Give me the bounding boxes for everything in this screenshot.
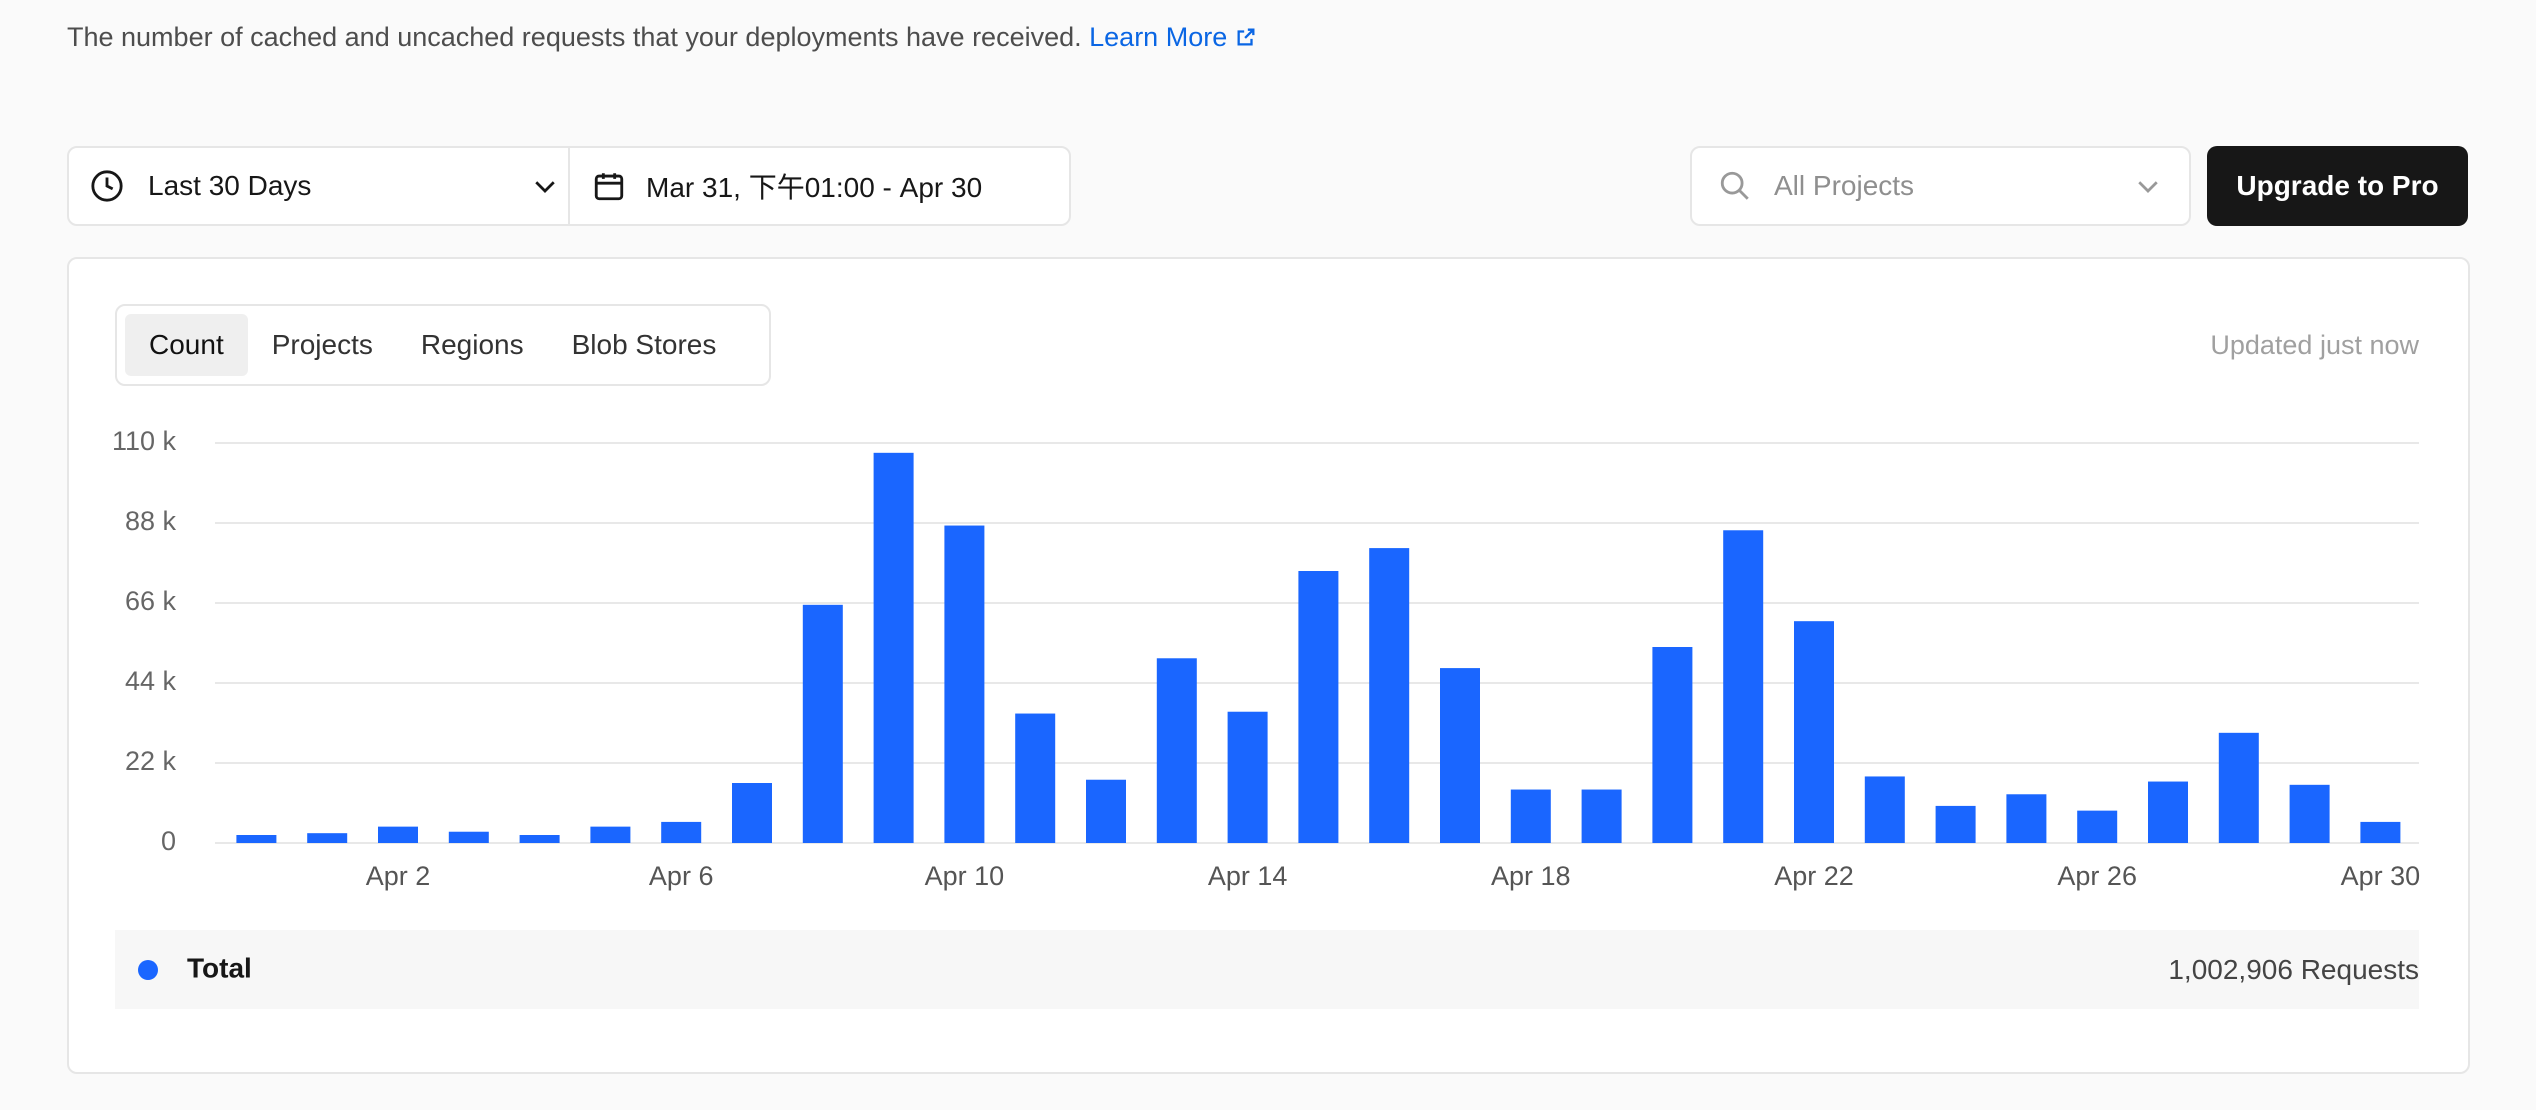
y-tick-label: 22 k [125,746,177,776]
x-tick-label: Apr 22 [1774,861,1854,891]
x-tick-label: Apr 14 [1208,861,1288,891]
bar [1935,805,1976,843]
y-tick-label: 66 k [125,586,177,616]
range-select[interactable]: Last 30 Days [90,146,560,226]
bar [1794,621,1834,843]
calendar-icon [594,173,624,201]
bar [448,831,489,843]
bar [661,821,702,843]
divider [568,146,570,226]
x-tick-label: Apr 30 [2341,861,2421,891]
description: The number of cached and uncached reques… [67,22,1257,53]
bar [1298,571,1339,843]
bar [1227,711,1268,843]
range-label: Last 30 Days [148,170,312,201]
bar [236,835,277,843]
clock-icon [91,170,123,202]
project-search[interactable]: All Projects [1690,146,2191,226]
learn-more-text: Learn More [1089,22,1228,52]
bar [519,835,560,843]
x-tick-label: Apr 2 [366,861,431,891]
tab[interactable]: Count [125,314,248,376]
tab-bar: Count Projects Regions Blob Stores [115,304,771,386]
bar [2148,781,2188,843]
search-icon [1720,171,1749,200]
upgrade-button[interactable]: Upgrade to Pro [2207,146,2468,226]
bar [2006,794,2047,843]
x-tick-label: Apr 6 [649,861,714,891]
bar [1369,548,1410,843]
bar [944,525,985,843]
bar [2360,821,2401,843]
y-tick-label: 44 k [125,666,177,696]
date-range[interactable]: Mar 31, 下午01:00 - Apr 30 [592,146,982,226]
chevron-icon [2138,181,2158,193]
bar [732,783,772,843]
bar [1156,658,1197,843]
bar [2289,784,2330,843]
bar [307,833,348,843]
bar [1723,530,1764,843]
project-placeholder: All Projects [1774,170,1915,201]
legend-swatch [138,960,158,980]
bar [1015,713,1056,843]
bar [1581,789,1622,843]
bar [2218,732,2259,843]
bar [1510,789,1551,843]
tab[interactable]: Projects [271,329,373,360]
bar [1086,779,1126,843]
tab[interactable]: Regions [420,329,524,360]
y-tick-label: 110 k [112,426,177,456]
legend-label: Total [187,952,252,983]
x-tick-label: Apr 10 [925,861,1005,891]
description-text: The number of cached and uncached reques… [67,22,1082,52]
learn-more-link[interactable]: Learn More [1089,22,1257,52]
bar [802,604,843,843]
bar [590,826,631,843]
legend-row [115,930,2419,1009]
bar [1440,668,1480,843]
chevron-icon [535,181,555,193]
x-tick-label: Apr 26 [2057,861,2137,891]
bar [873,452,914,843]
bar [378,826,418,843]
bar [1864,776,1905,843]
bar [2077,810,2118,843]
date-range-label: Mar 31, 下午01:00 - Apr 30 [646,172,983,203]
y-tick-label: 0 [161,826,176,856]
updated-status: Updated just now [2210,330,2419,360]
bar [1652,647,1693,843]
external-icon [1237,28,1255,46]
y-tick-label: 88 k [125,506,177,536]
total-requests: 1,002,906 Requests [2168,954,2419,985]
tab[interactable]: Blob Stores [571,329,717,360]
x-tick-label: Apr 18 [1491,861,1571,891]
